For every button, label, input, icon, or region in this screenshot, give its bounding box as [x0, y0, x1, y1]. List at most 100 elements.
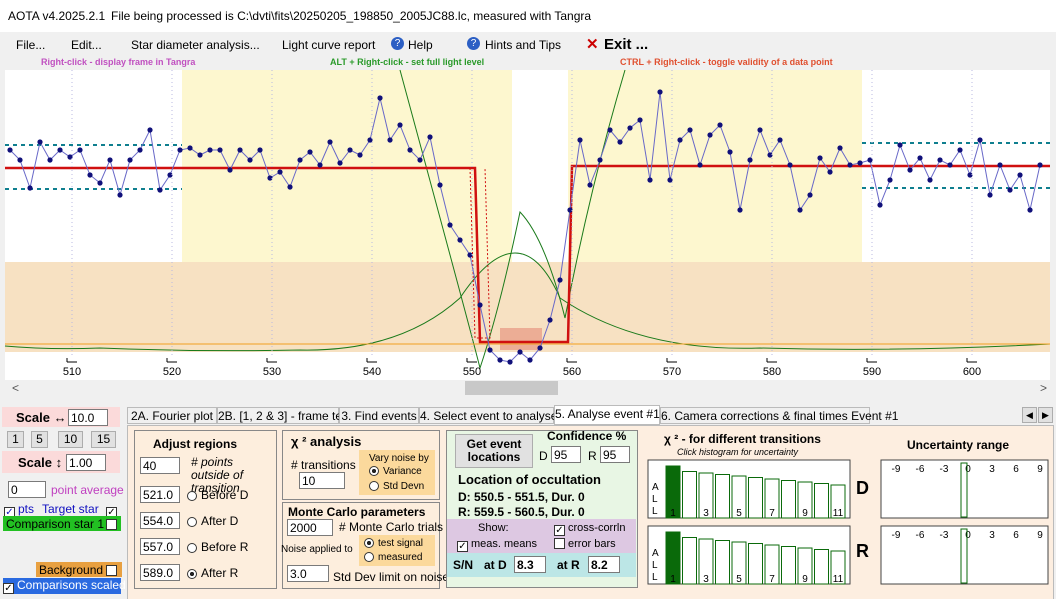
hist-r-label: R — [856, 541, 869, 561]
scroll-left[interactable]: < — [12, 381, 19, 395]
sn-r-label: at R — [557, 558, 580, 572]
vary-stddev[interactable]: Std Devn — [369, 481, 424, 492]
region-radio[interactable]: After R — [187, 566, 238, 580]
region-radio[interactable]: Before R — [187, 540, 248, 554]
help-icon: ? — [391, 37, 404, 50]
show-errorbars-label: error bars — [568, 538, 616, 550]
noise-measured-label: measured — [378, 552, 423, 563]
hist-bar — [731, 541, 747, 585]
transitions-input[interactable]: 10 — [299, 472, 345, 489]
scale-h-input[interactable]: 10.0 — [68, 409, 108, 426]
tab[interactable]: 2B. [1, 2 & 3] - frame test — [217, 407, 352, 424]
tab-scroll-left[interactable]: ◀ — [1022, 407, 1037, 423]
region-input[interactable]: 521.0 — [140, 486, 180, 503]
transitions-label: # transitions — [291, 458, 356, 472]
vary-variance[interactable]: Variance — [369, 466, 422, 477]
all-label: A — [652, 482, 659, 493]
tab[interactable]: 3. Find events — [339, 407, 419, 424]
points-label: # points outside of transition — [191, 455, 244, 495]
trials-label: # Monte Carlo trials — [339, 520, 444, 534]
light-curve-plot[interactable]: < > 510 520 530 540 550 560 570 580 590 600 — [0, 68, 1056, 398]
region-label: Before D — [201, 488, 249, 502]
hints-icon: ? — [467, 37, 480, 50]
menu-edit[interactable]: Edit... — [71, 38, 102, 52]
region-input[interactable]: 557.0 — [140, 538, 180, 555]
region-radio[interactable]: Before D — [187, 488, 248, 502]
uncertainty-label: -6 — [916, 464, 925, 475]
uncertainty-label: 9 — [1037, 464, 1043, 475]
region-input[interactable]: 554.0 — [140, 512, 180, 529]
noise-test[interactable]: test signal — [364, 538, 423, 549]
hist-bar — [797, 547, 813, 585]
vary-stddev-label: Std Devn — [383, 481, 425, 492]
r-conf-input[interactable]: 95 — [600, 446, 630, 463]
tab[interactable]: 6. Camera corrections & final times Even… — [660, 407, 899, 424]
hint-alt-click: ALT + Right-click - set full light level — [330, 57, 485, 67]
zoom-5[interactable]: 5 — [31, 431, 48, 448]
x-tick-label: 560 — [563, 366, 581, 378]
comparison-check[interactable] — [106, 517, 120, 531]
show-label: Show: — [478, 522, 509, 534]
average-label: point average — [51, 483, 124, 497]
region-input[interactable]: 589.0 — [140, 564, 180, 581]
hist-bar — [715, 540, 730, 585]
menu-exit[interactable]: Exit ... — [604, 36, 649, 53]
d-conf-input[interactable]: 95 — [551, 446, 581, 463]
zoom-15[interactable]: 15 — [91, 431, 116, 448]
hist-bar — [764, 544, 780, 585]
vary-variance-label: Variance — [383, 466, 422, 477]
scale-v-input[interactable]: 1.00 — [66, 454, 106, 471]
uncertainty-bar — [960, 528, 968, 584]
trials-input[interactable]: 2000 — [287, 519, 333, 536]
menu-report[interactable]: Light curve report — [282, 38, 376, 52]
hist-bar — [698, 538, 714, 585]
get-locations-button[interactable]: Get event locations — [455, 434, 533, 468]
uncertainty-label: -6 — [916, 530, 925, 541]
uncertainty-label: 6 — [1013, 530, 1019, 541]
menu-help[interactable]: Help — [408, 38, 433, 52]
menu-star-diameter[interactable]: Star diameter analysis... — [131, 38, 260, 52]
tab[interactable]: 4. Select event to analyse — [419, 407, 558, 424]
scroll-thumb[interactable] — [465, 381, 558, 395]
zoom-1[interactable]: 1 — [7, 431, 24, 448]
comparison-label: Comparison star 1 — [6, 517, 105, 531]
hist-bar-label: 7 — [769, 574, 775, 585]
noise-measured[interactable]: measured — [364, 552, 422, 563]
show-errorbars[interactable]: error bars — [554, 538, 616, 550]
background-check[interactable] — [106, 563, 120, 577]
uncertainty-label: 0 — [965, 530, 971, 541]
tab[interactable]: 5. Analyse event #1 — [554, 405, 660, 425]
points-input[interactable]: 40 — [140, 457, 180, 474]
scroll-right[interactable]: > — [1040, 381, 1047, 395]
vary-label: Vary noise by — [369, 453, 429, 464]
show-means[interactable]: ✓ meas. means — [457, 538, 538, 552]
average-input[interactable]: 0 — [8, 481, 46, 498]
x-tick-label: 600 — [963, 366, 981, 378]
x-tick-label: 540 — [363, 366, 381, 378]
pts-label: pts — [18, 502, 35, 516]
hist-bar-label: 3 — [703, 508, 709, 519]
hist-title: χ ² - for different transitions — [664, 432, 821, 446]
uncertainty-label: 6 — [1013, 464, 1019, 475]
show-crosscorr-label: cross-corrln — [568, 522, 626, 534]
show-crosscorr[interactable]: ✓ cross-corrln — [554, 522, 626, 536]
chi2-title: χ ² analysis — [291, 434, 362, 449]
limit-label: Std Dev limit on noise — [333, 570, 450, 584]
x-tick-label: 530 — [263, 366, 281, 378]
limit-input[interactable]: 3.0 — [287, 565, 329, 582]
tab-scroll-right[interactable]: ▶ — [1038, 407, 1053, 423]
tab[interactable]: 2A. Fourier plot — [127, 407, 217, 424]
hist-bar-label: 9 — [802, 574, 808, 585]
zoom-10[interactable]: 10 — [58, 431, 83, 448]
event-box — [500, 328, 542, 350]
region-radio[interactable]: After D — [187, 514, 238, 528]
all-label: L — [652, 494, 658, 505]
hist-bar — [830, 484, 846, 519]
menu-file[interactable]: File... — [16, 38, 46, 52]
uncertainty-label: -3 — [940, 464, 949, 475]
scale-h-label: Scale ↔ — [16, 410, 67, 425]
menu-hints[interactable]: Hints and Tips — [485, 38, 562, 52]
hint-right-click: Right-click - display frame in Tangra — [41, 57, 196, 67]
hist-bar-label: 11 — [833, 574, 844, 585]
